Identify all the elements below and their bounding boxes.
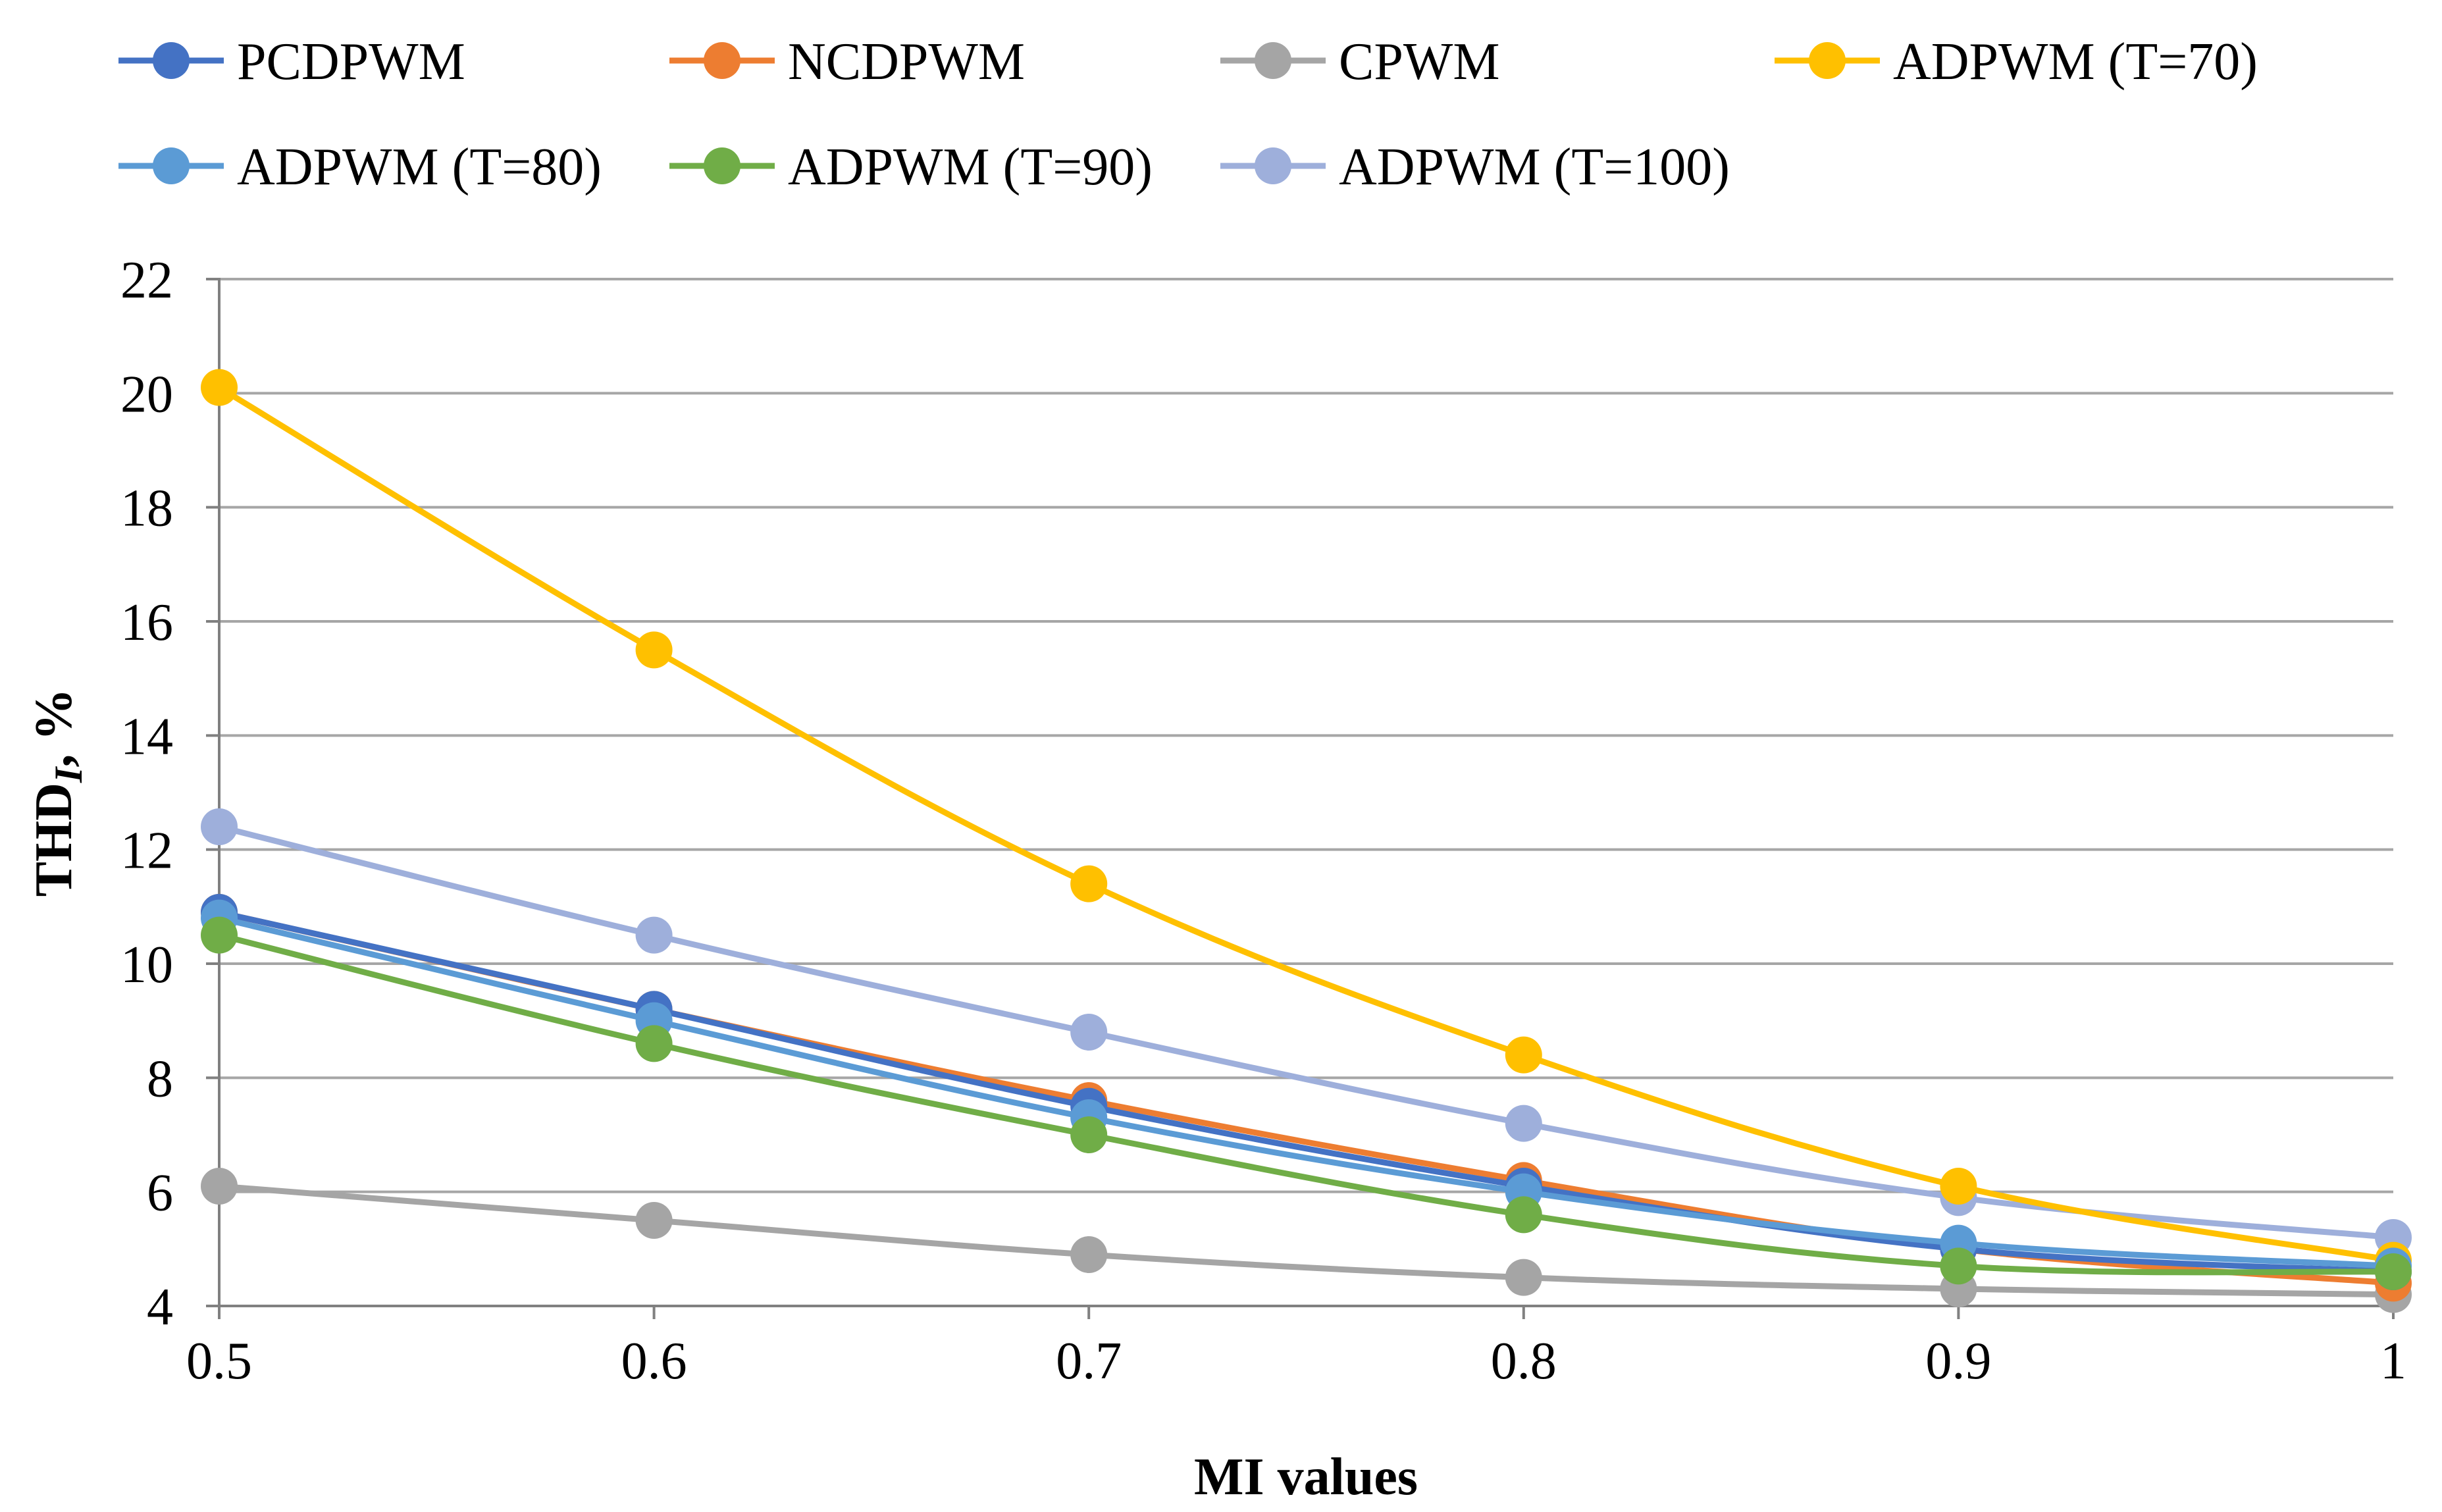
- data-point-adpwm-t-90: [1940, 1247, 1977, 1285]
- data-point-adpwm-t-100: [1505, 1105, 1542, 1142]
- y-tick-label: 14: [120, 708, 173, 766]
- legend-label: CPWM: [1339, 33, 1500, 91]
- series-line-adpwm-t-90: [218, 932, 2394, 1276]
- y-tick-label: 20: [120, 365, 173, 423]
- y-tick-label: 18: [120, 480, 173, 538]
- y-tick-label: 12: [120, 822, 173, 880]
- data-point-cpwm: [635, 1202, 673, 1239]
- series-line-pcdpwm: [219, 909, 2394, 1275]
- x-tick-label: 0.6: [621, 1332, 687, 1390]
- legend-swatch-marker: [1255, 42, 1291, 79]
- legend-item-ncdpwm: NCDPWM: [669, 33, 1025, 91]
- legend-item-adpwm-t-100: ADPWM (T=100): [1220, 138, 1730, 196]
- data-point-adpwm-t-90: [635, 1025, 673, 1062]
- series-adpwm-t-100: [201, 808, 2412, 1256]
- legend-swatch-marker: [1809, 42, 1846, 79]
- legend-item-cpwm: CPWM: [1220, 33, 1500, 91]
- data-point-adpwm-t-70: [201, 369, 238, 406]
- data-point-adpwm-t-100: [1070, 1014, 1108, 1051]
- legend-swatch-marker: [704, 42, 740, 79]
- legend-swatch-marker: [1255, 147, 1291, 184]
- data-point-adpwm-t-90: [201, 916, 238, 954]
- x-tick-label: 0.7: [1056, 1332, 1122, 1390]
- legend-item-adpwm-t-90: ADPWM (T=90): [669, 138, 1153, 196]
- data-point-adpwm-t-90: [1505, 1196, 1542, 1234]
- legend: PCDPWM NCDPWM CPWM ADPWM (T=70) ADPWM (T=80)…: [118, 33, 2258, 196]
- series-adpwm-t-90: [201, 916, 2412, 1290]
- y-tick-label: 16: [120, 594, 173, 652]
- series-line-adpwm-t-100: [218, 823, 2394, 1241]
- data-point-cpwm: [1070, 1236, 1108, 1273]
- data-point-adpwm-t-70: [635, 631, 673, 669]
- legend-swatch-marker: [153, 147, 190, 184]
- series-cpwm: [201, 1168, 2412, 1313]
- x-tick-label: 0.8: [1491, 1332, 1557, 1390]
- series-line-cpwm: [219, 1183, 2394, 1298]
- y-axis-title-suffix: , %: [25, 689, 83, 768]
- series-line-ncdpwm: [219, 909, 2394, 1286]
- legend-label: ADPWM (T=80): [237, 138, 602, 196]
- y-tick-label: 4: [147, 1278, 173, 1336]
- legend-item-adpwm-t-80: ADPWM (T=80): [118, 138, 602, 196]
- legend-label: PCDPWM: [237, 33, 465, 91]
- data-point-adpwm-t-70: [1940, 1168, 1977, 1205]
- data-point-cpwm: [1505, 1259, 1542, 1296]
- series-layer: [201, 369, 2412, 1313]
- y-axis-title-subscript: I: [47, 766, 90, 783]
- series-pcdpwm: [201, 894, 2412, 1290]
- series-line-adpwm-t-70: [217, 384, 2394, 1264]
- legend-item-pcdpwm: PCDPWM: [118, 33, 465, 91]
- legend-label: NCDPWM: [788, 33, 1025, 91]
- grid: [206, 278, 2395, 1319]
- legend-label: ADPWM (T=100): [1339, 138, 1730, 196]
- x-axis-title: MI values: [1194, 1448, 1418, 1506]
- y-tick-label: 10: [120, 936, 173, 994]
- y-tick-label: 8: [147, 1050, 173, 1108]
- x-tick-label: 0.9: [1925, 1332, 1991, 1390]
- data-point-adpwm-t-90: [1070, 1116, 1108, 1153]
- y-tick-label: 6: [147, 1164, 173, 1222]
- y-axis-title-main: THD: [25, 783, 83, 897]
- data-point-adpwm-t-70: [1505, 1036, 1542, 1074]
- data-point-adpwm-t-90: [2375, 1253, 2412, 1290]
- legend-swatch-marker: [153, 42, 190, 79]
- legend-item-adpwm-t-70: ADPWM (T=70): [1775, 33, 2258, 91]
- series-adpwm-t-80: [201, 899, 2412, 1285]
- series-line-adpwm-t-80: [218, 915, 2394, 1269]
- y-axis-title: THDI, %: [25, 689, 90, 897]
- tick-labels: 4 6 8 10 12 14 16 18 20 22 0.5 0.6 0.7 0.8 0.9 1: [120, 251, 2406, 1390]
- data-point-adpwm-t-100: [201, 808, 238, 845]
- legend-label: ADPWM (T=70): [1893, 33, 2258, 91]
- series-adpwm-t-70: [201, 369, 2412, 1279]
- data-point-adpwm-t-70: [1070, 865, 1108, 902]
- x-tick-label: 1: [2380, 1332, 2406, 1390]
- y-tick-label: 22: [120, 251, 173, 309]
- data-point-cpwm: [201, 1168, 238, 1205]
- x-tick-label: 0.5: [186, 1332, 252, 1390]
- legend-swatch-marker: [704, 147, 740, 184]
- series-ncdpwm: [201, 894, 2412, 1302]
- data-point-adpwm-t-100: [635, 916, 673, 954]
- legend-label: ADPWM (T=90): [788, 138, 1153, 196]
